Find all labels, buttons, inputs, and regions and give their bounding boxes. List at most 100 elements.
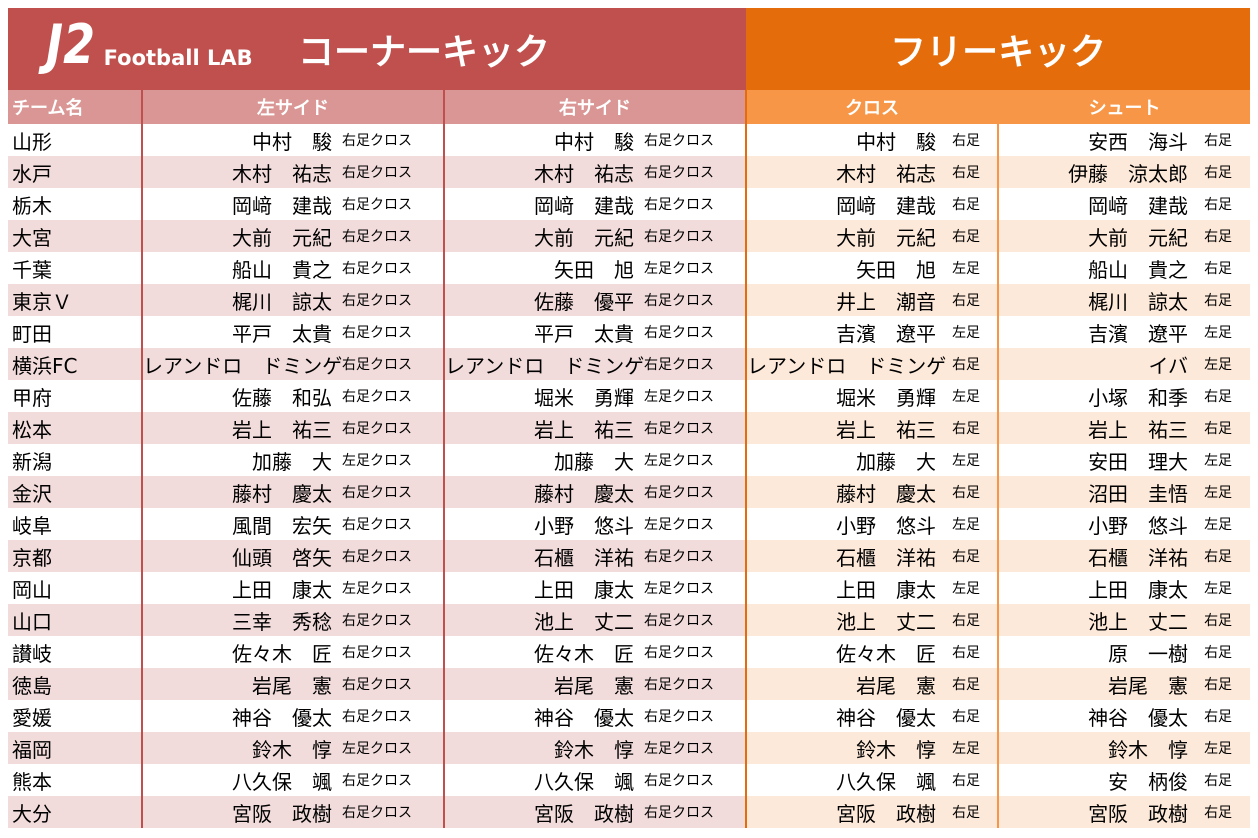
table-row: 山口 三幸 秀稔 右足クロス 池上 丈二 右足クロス 池上 丈二 右足 池上 丈二 右足 (8, 604, 1251, 636)
cross-kicker: 岩尾 憲 (745, 668, 947, 700)
right-side-foot: 右足クロス (644, 316, 747, 348)
logo-football-lab: Football LAB (103, 46, 253, 70)
col-shoot: シュート (997, 90, 1251, 124)
cross-kicker: 吉濱 遼平 (745, 316, 947, 348)
shoot-kicker: 石櫃 洋祐 (997, 540, 1199, 572)
team-name: 岡山 (8, 572, 142, 604)
corner-kick-title: コーナーキック (298, 32, 551, 73)
cross-foot: 右足 (946, 668, 999, 700)
table-row: 金沢 藤村 慶太 右足クロス 藤村 慶太 右足クロス 藤村 慶太 右足 沼田 圭悟 左足 (8, 476, 1251, 508)
shoot-foot: 左足 (1198, 348, 1251, 380)
cross-kicker: 鈴木 惇 (745, 732, 947, 764)
right-side-kicker: 宮阪 政樹 (443, 796, 644, 828)
cross-kicker: 中村 駿 (745, 124, 947, 156)
right-side-foot: 右足クロス (644, 668, 747, 700)
team-name: 岐阜 (8, 508, 142, 540)
right-side-foot: 左足クロス (644, 444, 747, 476)
cross-foot: 右足 (946, 540, 999, 572)
cross-kicker: 石櫃 洋祐 (745, 540, 947, 572)
shoot-kicker: 船山 貴之 (997, 252, 1199, 284)
left-side-foot: 右足クロス (342, 764, 444, 796)
cross-foot: 右足 (946, 764, 999, 796)
cross-foot: 右足 (946, 700, 999, 732)
left-side-foot: 右足クロス (342, 124, 444, 156)
free-kick-header: フリーキック (746, 8, 1251, 90)
right-side-kicker: 加藤 大 (443, 444, 644, 476)
shoot-kicker: 安田 理大 (997, 444, 1199, 476)
team-name: 横浜FC (8, 348, 142, 380)
cross-foot: 右足 (946, 188, 999, 220)
table-row: 山形 中村 駿右足クロス 中村 駿右足クロス 中村 駿右足 安西 海斗 右足 (8, 124, 1251, 156)
left-side-foot: 右足クロス (342, 252, 444, 284)
table-row: 岡山 上田 康太 左足クロス 上田 康太 左足クロス 上田 康太 左足 上田 康太 左足 (8, 572, 1251, 604)
left-side-foot: 右足クロス (342, 796, 444, 828)
shoot-foot: 右足 (1198, 412, 1251, 444)
table-row: 福岡 鈴木 惇左足クロス 鈴木 惇左足クロス 鈴木 惇左足 鈴木 惇左足 (8, 732, 1251, 764)
table-row: 甲府 佐藤 和弘 右足クロス 堀米 勇輝 左足クロス 堀米 勇輝 左足 小塚 和季 右足 (8, 380, 1251, 412)
left-side-kicker: 佐藤 和弘 (141, 380, 342, 412)
title-row: J2 Football LAB コーナーキック フリーキック (8, 8, 1251, 90)
left-side-kicker: 藤村 慶太 (141, 476, 342, 508)
table-row: 東京Ｖ 梶川 諒太 右足クロス 佐藤 優平 右足クロス 井上 潮音 右足 梶川 諒太 右足 (8, 284, 1251, 316)
right-side-foot: 左足クロス (644, 732, 747, 764)
right-side-foot: 右足クロス (644, 412, 747, 444)
team-name: 水戸 (8, 156, 142, 188)
shoot-foot: 右足 (1198, 252, 1251, 284)
shoot-kicker: 吉濱 遼平 (997, 316, 1199, 348)
table-row: 徳島 岩尾 憲右足クロス 岩尾 憲右足クロス 岩尾 憲右足 岩尾 憲右足 (8, 668, 1251, 700)
right-side-foot: 左足クロス (644, 252, 747, 284)
table-row: 愛媛 神谷 優太 右足クロス 神谷 優太 右足クロス 神谷 優太 右足 神谷 優太 右足 (8, 700, 1251, 732)
shoot-foot: 左足 (1198, 444, 1251, 476)
shoot-kicker: 岩上 祐三 (997, 412, 1199, 444)
cross-foot: 左足 (946, 508, 999, 540)
cross-kicker: 藤村 慶太 (745, 476, 947, 508)
shoot-foot: 左足 (1198, 316, 1251, 348)
shoot-foot: 右足 (1198, 124, 1251, 156)
shoot-kicker: 岩尾 憲 (997, 668, 1199, 700)
left-side-kicker: 八久保 颯 (141, 764, 342, 796)
shoot-foot: 右足 (1198, 764, 1251, 796)
col-cross: クロス (745, 90, 999, 124)
left-side-kicker: 中村 駿 (141, 124, 342, 156)
cross-kicker: 大前 元紀 (745, 220, 947, 252)
shoot-kicker: 伊藤 涼太郎 (997, 156, 1199, 188)
left-side-kicker: 岩尾 憲 (141, 668, 342, 700)
left-side-kicker: 船山 貴之 (141, 252, 342, 284)
shoot-kicker: 上田 康太 (997, 572, 1199, 604)
cross-kicker: 池上 丈二 (745, 604, 947, 636)
shoot-kicker: 鈴木 惇 (997, 732, 1199, 764)
shoot-kicker: 神谷 優太 (997, 700, 1199, 732)
cross-foot: 左足 (946, 380, 999, 412)
left-side-foot: 左足クロス (342, 444, 444, 476)
right-side-kicker: 佐藤 優平 (443, 284, 644, 316)
team-name: 福岡 (8, 732, 142, 764)
right-side-kicker: 岡﨑 建哉 (443, 188, 644, 220)
left-side-foot: 右足クロス (342, 636, 444, 668)
left-side-foot: 右足クロス (342, 284, 444, 316)
team-name: 栃木 (8, 188, 142, 220)
table-row: 水戸 木村 祐志 右足クロス 木村 祐志 右足クロス 木村 祐志 右足 伊藤 涼太郎 右足 (8, 156, 1251, 188)
right-side-kicker: 小野 悠斗 (443, 508, 644, 540)
cross-kicker: 宮阪 政樹 (745, 796, 947, 828)
team-name: 千葉 (8, 252, 142, 284)
left-side-kicker: 岩上 祐三 (141, 412, 342, 444)
right-side-foot: 右足クロス (644, 284, 747, 316)
table-row: 町田 平戸 太貴 右足クロス 平戸 太貴 右足クロス 吉濱 遼平 左足 吉濱 遼平 左足 (8, 316, 1251, 348)
team-name: 甲府 (8, 380, 142, 412)
left-side-kicker: 木村 祐志 (141, 156, 342, 188)
team-name: 町田 (8, 316, 142, 348)
cross-foot: 右足 (946, 156, 999, 188)
shoot-kicker: 安 柄俊 (997, 764, 1199, 796)
kicker-table: J2 Football LAB コーナーキック フリーキック チーム名 左サイド… (8, 8, 1251, 828)
cross-foot: 右足 (946, 412, 999, 444)
shoot-foot: 右足 (1198, 380, 1251, 412)
cross-kicker: 上田 康太 (745, 572, 947, 604)
cross-kicker: 神谷 優太 (745, 700, 947, 732)
right-side-foot: 右足クロス (644, 604, 747, 636)
right-side-kicker: 神谷 優太 (443, 700, 644, 732)
shoot-foot: 右足 (1198, 156, 1251, 188)
cross-kicker: レアンドロ ドミンゲス (745, 348, 947, 380)
left-side-kicker: 岡﨑 建哉 (141, 188, 342, 220)
left-side-foot: 右足クロス (342, 348, 444, 380)
